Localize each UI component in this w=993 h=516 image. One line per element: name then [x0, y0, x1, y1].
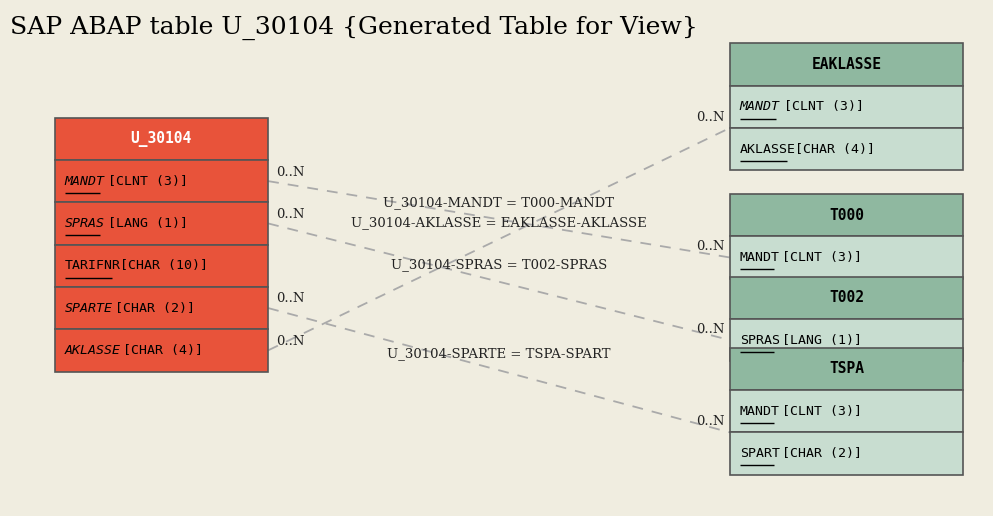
Text: 0..N: 0..N	[276, 293, 305, 305]
FancyBboxPatch shape	[730, 390, 963, 432]
FancyBboxPatch shape	[55, 329, 268, 372]
Text: SPARTE: SPARTE	[65, 301, 112, 315]
FancyBboxPatch shape	[730, 319, 963, 361]
FancyBboxPatch shape	[55, 118, 268, 160]
Text: SPRAS: SPRAS	[65, 217, 104, 230]
Text: [LANG (1)]: [LANG (1)]	[774, 333, 862, 347]
Text: [LANG (1)]: [LANG (1)]	[100, 217, 189, 230]
Text: EAKLASSE: EAKLASSE	[811, 57, 882, 72]
FancyBboxPatch shape	[55, 287, 268, 329]
FancyBboxPatch shape	[730, 236, 963, 279]
Text: [CLNT (3)]: [CLNT (3)]	[774, 405, 862, 418]
Text: AKLASSE: AKLASSE	[740, 142, 795, 156]
Text: 0..N: 0..N	[276, 166, 305, 179]
Text: MANDT: MANDT	[740, 100, 780, 114]
Text: U_30104-MANDT = T000-MANDT: U_30104-MANDT = T000-MANDT	[383, 196, 615, 209]
Text: [CLNT (3)]: [CLNT (3)]	[100, 174, 189, 188]
Text: [CHAR (10)]: [CHAR (10)]	[112, 259, 208, 272]
Text: [CHAR (2)]: [CHAR (2)]	[774, 447, 862, 460]
FancyBboxPatch shape	[55, 202, 268, 245]
Text: U_30104-SPARTE = TSPA-SPART: U_30104-SPARTE = TSPA-SPART	[387, 347, 611, 360]
Text: AKLASSE: AKLASSE	[65, 344, 120, 357]
Text: [CHAR (2)]: [CHAR (2)]	[107, 301, 196, 315]
Text: SPRAS: SPRAS	[740, 333, 780, 347]
Text: T000: T000	[829, 207, 864, 223]
FancyBboxPatch shape	[730, 277, 963, 319]
Text: [CHAR (4)]: [CHAR (4)]	[114, 344, 203, 357]
Text: SAP ABAP table U_30104 {Generated Table for View}: SAP ABAP table U_30104 {Generated Table …	[10, 15, 698, 40]
Text: MANDT: MANDT	[65, 174, 104, 188]
Text: 0..N: 0..N	[276, 335, 305, 348]
FancyBboxPatch shape	[55, 245, 268, 287]
Text: 0..N: 0..N	[696, 111, 725, 124]
FancyBboxPatch shape	[55, 160, 268, 202]
Text: 0..N: 0..N	[696, 323, 725, 336]
Text: SPART: SPART	[740, 447, 780, 460]
FancyBboxPatch shape	[730, 43, 963, 86]
Text: [CHAR (4)]: [CHAR (4)]	[787, 142, 875, 156]
Text: [CLNT (3)]: [CLNT (3)]	[776, 100, 864, 114]
Text: T002: T002	[829, 290, 864, 305]
Text: 0..N: 0..N	[276, 208, 305, 221]
Text: MANDT: MANDT	[740, 251, 780, 264]
FancyBboxPatch shape	[730, 86, 963, 128]
Text: U_30104: U_30104	[131, 131, 192, 147]
Text: MANDT: MANDT	[740, 405, 780, 418]
FancyBboxPatch shape	[730, 128, 963, 170]
Text: 0..N: 0..N	[696, 240, 725, 253]
FancyBboxPatch shape	[730, 432, 963, 475]
Text: TSPA: TSPA	[829, 361, 864, 377]
Text: U_30104-AKLASSE = EAKLASSE-AKLASSE: U_30104-AKLASSE = EAKLASSE-AKLASSE	[352, 216, 646, 229]
Text: 0..N: 0..N	[696, 415, 725, 428]
FancyBboxPatch shape	[730, 348, 963, 390]
Text: [CLNT (3)]: [CLNT (3)]	[774, 251, 862, 264]
Text: U_30104-SPRAS = T002-SPRAS: U_30104-SPRAS = T002-SPRAS	[391, 259, 607, 271]
Text: TARIFNR: TARIFNR	[65, 259, 120, 272]
FancyBboxPatch shape	[730, 194, 963, 236]
